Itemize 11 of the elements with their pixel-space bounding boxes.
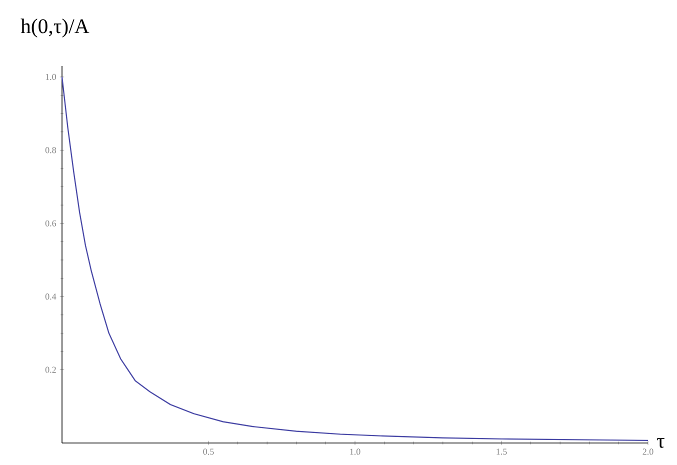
x-tick-label: 1.0 [350,448,360,455]
x-tick-label: 0.5 [203,448,214,455]
y-tick-label: 0.8 [45,147,56,154]
y-tick-label: 0.2 [45,366,56,373]
y-tick-label: 0.6 [45,220,56,226]
y-tick-label: 0.4 [45,294,56,300]
y-tick-label: 1.0 [46,74,56,80]
x-axis-title: τ [656,438,664,448]
x-tick-label: 2.0 [642,448,654,455]
y-axis-title: h(0,τ)/A [20,18,90,38]
x-tick-label: 1.5 [496,448,507,455]
